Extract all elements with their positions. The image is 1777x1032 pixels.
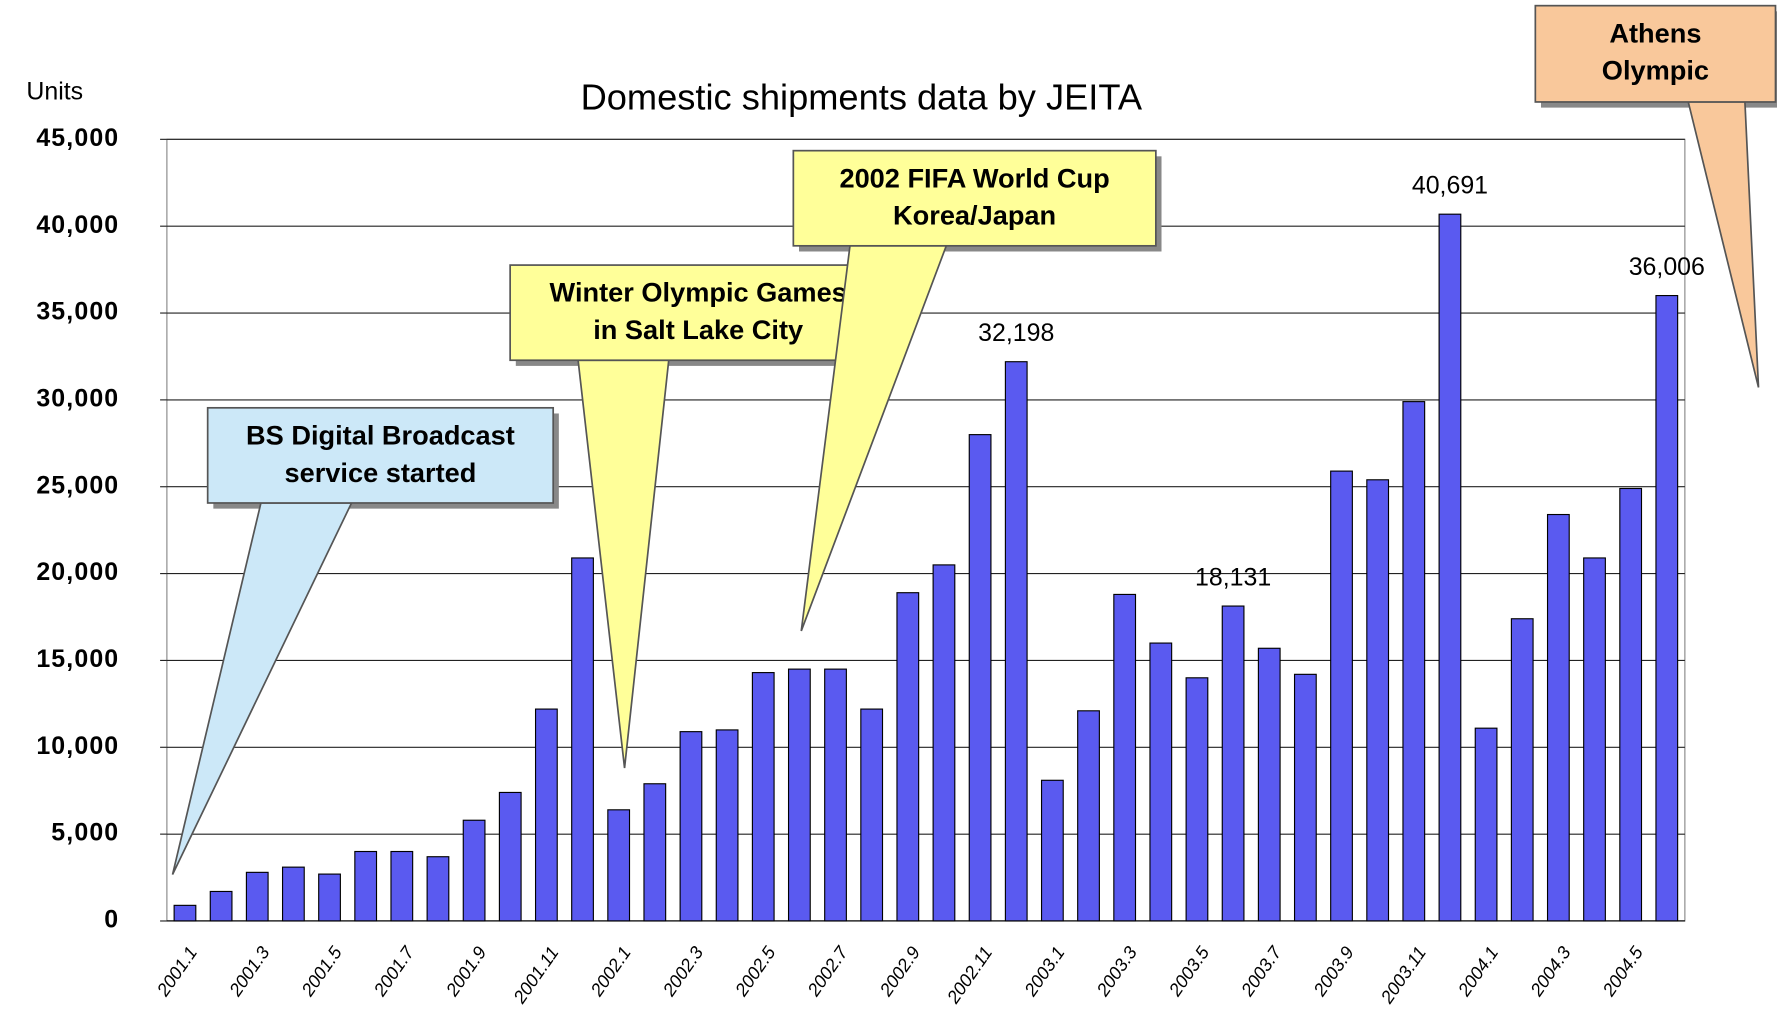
x-tick-label: 2002.3	[658, 943, 707, 1001]
y-tick-label: 5,000	[51, 819, 119, 847]
bar	[571, 557, 594, 922]
bar	[1040, 779, 1064, 922]
x-tick-label: 2004.1	[1454, 943, 1503, 1001]
x-tick-label: 2001.7	[369, 942, 418, 1000]
callout-box	[206, 406, 555, 504]
x-tick-label: 2004.5	[1598, 942, 1647, 1000]
x-tick-label: 2003.5	[1164, 942, 1213, 1000]
bar	[173, 904, 197, 922]
y-tick-label: 30,000	[36, 384, 119, 412]
bar	[1257, 647, 1281, 922]
callout-box	[1534, 4, 1777, 103]
value-label: 32,198	[978, 319, 1054, 347]
bar	[607, 809, 631, 922]
callout-box	[509, 264, 888, 362]
bar	[1330, 470, 1353, 922]
x-tick-label: 2001.9	[442, 943, 491, 1001]
bar	[1004, 361, 1028, 922]
x-tick-label: 2003.11	[1376, 943, 1430, 1008]
x-tick-label: 2003.1	[1020, 943, 1069, 1001]
callout-text: Winter Olympic Games	[550, 277, 847, 308]
chart-title: Domestic shipments data by JEITA	[581, 76, 1143, 117]
value-label: 36,006	[1629, 253, 1705, 281]
bar	[643, 783, 667, 922]
bar	[1474, 727, 1498, 922]
x-tick-label: 2003.3	[1092, 943, 1141, 1001]
x-tick-label: 2002.1	[586, 943, 635, 1001]
value-label: 40,691	[1412, 172, 1488, 200]
x-tick-label: 2003.7	[1237, 942, 1286, 1000]
y-tick-label: 0	[104, 906, 119, 934]
value-label: 18,131	[1195, 563, 1271, 591]
bar	[932, 564, 956, 922]
bar	[462, 819, 486, 922]
callout-box	[792, 149, 1157, 247]
callout-text: Athens	[1609, 17, 1701, 48]
bar	[1402, 401, 1426, 922]
bar	[1221, 605, 1245, 922]
bar	[1583, 557, 1606, 922]
x-tick-label: 2004.3	[1526, 943, 1575, 1001]
x-tick-label: 2002.11	[943, 943, 997, 1008]
callout-text: BS Digital Broadcast	[246, 419, 515, 450]
bar	[679, 731, 703, 922]
bar	[281, 866, 305, 922]
bar	[1293, 673, 1317, 922]
bar	[354, 850, 378, 922]
bar	[1438, 213, 1462, 922]
bar	[1077, 710, 1100, 922]
x-tick-label: 2001.11	[509, 943, 563, 1008]
bar	[787, 668, 811, 922]
bar	[1149, 642, 1173, 922]
bar	[751, 672, 775, 922]
bar	[1185, 677, 1209, 922]
callout-text: service started	[285, 457, 477, 488]
y-tick-label: 45,000	[36, 124, 119, 152]
x-tick-label: 2001.5	[297, 942, 346, 1000]
x-tick-label: 2003.9	[1309, 943, 1358, 1001]
callout-text: in Salt Lake City	[593, 314, 803, 345]
bar	[534, 708, 558, 922]
y-tick-label: 20,000	[36, 558, 119, 586]
bar	[1546, 513, 1570, 922]
bar	[968, 434, 992, 922]
callout-pointer	[1687, 101, 1760, 388]
y-axis-label: Units	[26, 77, 83, 105]
callout-text: 2002 FIFA World Cup	[839, 162, 1109, 193]
x-tick-label: 2002.7	[803, 942, 852, 1000]
x-tick-label: 2002.5	[731, 942, 780, 1000]
bar	[860, 708, 884, 922]
bar	[1366, 479, 1390, 922]
bar	[824, 668, 847, 922]
bar	[715, 729, 739, 922]
y-tick-label: 40,000	[36, 211, 119, 239]
bar	[426, 856, 450, 922]
x-tick-label: 2002.9	[875, 943, 924, 1001]
bar	[1510, 618, 1534, 922]
bar	[498, 791, 522, 922]
y-tick-label: 10,000	[36, 732, 119, 760]
bar	[1113, 593, 1137, 922]
bar	[1619, 487, 1643, 922]
bar	[896, 592, 920, 922]
callout-pointer	[171, 502, 353, 875]
x-tick-label: 2001.1	[152, 943, 201, 1001]
bar	[245, 871, 269, 922]
x-tick-label: 2001.3	[225, 943, 274, 1001]
y-tick-label: 15,000	[36, 645, 119, 673]
bar	[1655, 294, 1679, 922]
y-tick-label: 35,000	[36, 298, 119, 326]
callout-text: Olympic	[1602, 55, 1709, 86]
bar	[209, 890, 233, 922]
callout-text: Korea/Japan	[893, 200, 1056, 231]
bar	[318, 873, 341, 922]
bar	[390, 850, 414, 922]
y-tick-label: 25,000	[36, 471, 119, 499]
